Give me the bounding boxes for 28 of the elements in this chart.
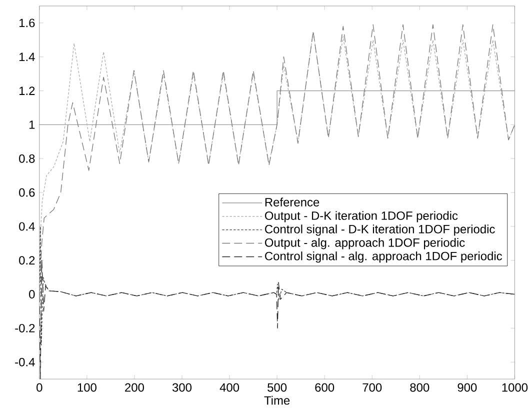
y-tick-label: 1 bbox=[29, 120, 35, 129]
y-tick-label: 1.6 bbox=[19, 18, 35, 28]
y-tick-label: 0.8 bbox=[19, 154, 35, 163]
x-tick-label: 300 bbox=[172, 383, 192, 392]
x-tick-label: 500 bbox=[268, 383, 287, 392]
x-tick-label: 800 bbox=[410, 383, 430, 392]
y-tick-label: 0.2 bbox=[19, 256, 35, 265]
y-tick-label: 1.4 bbox=[19, 52, 35, 61]
legend-label: Reference bbox=[265, 198, 320, 206]
y-tick-label: -0.2 bbox=[15, 324, 35, 332]
legend-label: Control signal - alg. approach 1DOF periodic bbox=[265, 252, 502, 263]
x-tick-label: 100 bbox=[78, 383, 96, 392]
y-tick-label: 0.6 bbox=[19, 188, 35, 197]
legend-label: Control signal - D-K iteration 1DOF periodic bbox=[265, 224, 495, 236]
y-tick-label: 0 bbox=[29, 290, 35, 299]
y-tick-label: 1.2 bbox=[19, 86, 35, 95]
x-tick-label: 700 bbox=[362, 383, 382, 392]
x-tick-label: 1000 bbox=[502, 383, 528, 392]
legend-label: Output - alg. approach 1DOF periodic bbox=[264, 238, 465, 250]
y-tick-label: 0.4 bbox=[19, 222, 35, 231]
y-tick-label: -0.4 bbox=[15, 358, 35, 366]
x-tick-label: 900 bbox=[458, 383, 477, 392]
x-tick-label: 600 bbox=[315, 383, 334, 392]
legend-label: Output - D-K iteration 1DOF periodic bbox=[264, 211, 458, 222]
x-axis-title: Time bbox=[264, 396, 290, 405]
x-tick-label: 0 bbox=[36, 383, 42, 392]
x-tick-label: 400 bbox=[220, 383, 240, 392]
x-tick-label: 200 bbox=[125, 383, 144, 392]
